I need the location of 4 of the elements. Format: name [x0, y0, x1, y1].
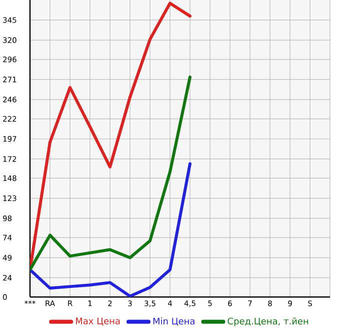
legend-label: Min Цена — [153, 318, 194, 326]
line-series — [30, 162, 192, 298]
legend-label: Сред.Цена, т.йен — [228, 318, 308, 326]
legend-label: Max Цена — [76, 318, 120, 326]
